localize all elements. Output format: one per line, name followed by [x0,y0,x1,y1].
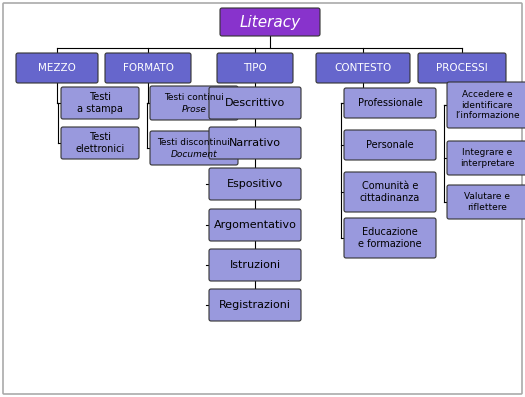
Text: Istruzioni: Istruzioni [229,260,280,270]
FancyBboxPatch shape [209,168,301,200]
Text: Argomentativo: Argomentativo [214,220,297,230]
Text: Espositivo: Espositivo [227,179,283,189]
FancyBboxPatch shape [16,53,98,83]
FancyBboxPatch shape [209,127,301,159]
FancyBboxPatch shape [217,53,293,83]
Text: Literacy: Literacy [239,15,300,29]
Text: CONTESTO: CONTESTO [334,63,392,73]
FancyBboxPatch shape [344,88,436,118]
Text: Testi continui: Testi continui [164,93,224,102]
Text: Integrare e
interpretare: Integrare e interpretare [460,148,514,168]
FancyBboxPatch shape [61,87,139,119]
Text: Testi
a stampa: Testi a stampa [77,92,123,114]
Text: MEZZO: MEZZO [38,63,76,73]
FancyBboxPatch shape [447,82,525,128]
Text: Valutare e
riflettere: Valutare e riflettere [464,192,510,212]
FancyBboxPatch shape [220,8,320,36]
Text: Testi
elettronici: Testi elettronici [76,132,124,154]
Text: Testi discontinui: Testi discontinui [158,138,230,147]
Text: Educazione
e formazione: Educazione e formazione [358,227,422,249]
Text: TIPO: TIPO [243,63,267,73]
FancyBboxPatch shape [150,131,238,165]
Text: Document: Document [171,150,217,159]
FancyBboxPatch shape [3,3,522,394]
Text: Personale: Personale [366,140,414,150]
FancyBboxPatch shape [418,53,506,83]
Text: Professionale: Professionale [358,98,423,108]
FancyBboxPatch shape [105,53,191,83]
FancyBboxPatch shape [209,249,301,281]
Text: Accedere e
identificare
l’informazione: Accedere e identificare l’informazione [455,90,519,120]
Text: Registrazioni: Registrazioni [219,300,291,310]
FancyBboxPatch shape [447,141,525,175]
Text: FORMATO: FORMATO [122,63,173,73]
FancyBboxPatch shape [447,185,525,219]
FancyBboxPatch shape [344,130,436,160]
FancyBboxPatch shape [209,209,301,241]
FancyBboxPatch shape [344,218,436,258]
FancyBboxPatch shape [344,172,436,212]
Text: Comunità e
cittadinanza: Comunità e cittadinanza [360,181,420,203]
Text: Prose: Prose [182,105,206,114]
Text: PROCESSI: PROCESSI [436,63,488,73]
FancyBboxPatch shape [150,86,238,120]
FancyBboxPatch shape [209,289,301,321]
Text: Descrittivo: Descrittivo [225,98,285,108]
FancyBboxPatch shape [61,127,139,159]
FancyBboxPatch shape [209,87,301,119]
FancyBboxPatch shape [316,53,410,83]
Text: Narrativo: Narrativo [229,138,281,148]
